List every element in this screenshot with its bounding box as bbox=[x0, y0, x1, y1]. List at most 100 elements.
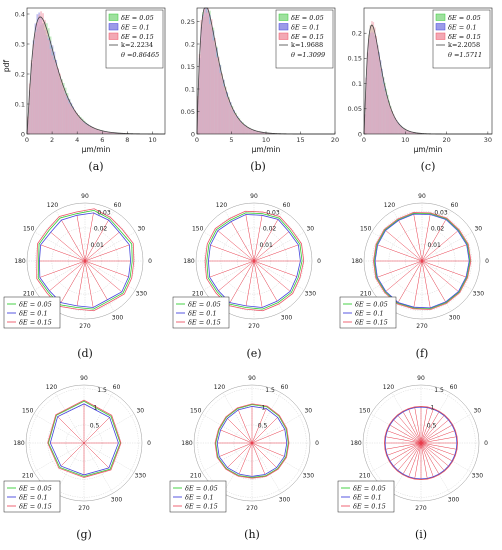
polar-outer-ring bbox=[26, 202, 144, 320]
histogram-bar bbox=[45, 29, 48, 135]
polar-spoke bbox=[385, 442, 422, 450]
radial-gridline bbox=[29, 388, 139, 498]
histogram-bar bbox=[49, 48, 52, 135]
legend-swatch bbox=[278, 32, 289, 40]
histogram-bar bbox=[90, 126, 93, 134]
histogram-bar bbox=[250, 129, 253, 134]
histogram-bar bbox=[210, 19, 213, 135]
radial-gridline bbox=[197, 388, 307, 498]
polar-spoke bbox=[253, 215, 263, 262]
x-tick-label: 0 bbox=[195, 136, 199, 144]
angle-tick-label: 120 bbox=[214, 384, 226, 391]
legend-entry: δE = 0.05 bbox=[353, 484, 386, 492]
polar-spoke bbox=[421, 214, 431, 262]
polar-spoke bbox=[253, 231, 290, 262]
angle-gridline bbox=[421, 260, 473, 291]
histogram-bar bbox=[365, 77, 367, 134]
angle-tick-label: 60 bbox=[113, 384, 121, 391]
angle-gridline bbox=[253, 260, 305, 291]
x-tick-label: 2 bbox=[50, 136, 54, 144]
polar-spoke bbox=[408, 442, 422, 477]
legend-box bbox=[339, 296, 397, 329]
angle-tick-label: 180 bbox=[13, 440, 25, 447]
radial-tick-label: 0.5 bbox=[258, 422, 268, 429]
histogram-bar bbox=[267, 132, 270, 134]
radial-tick-label: 0.01 bbox=[90, 242, 104, 249]
fit-k-label: k=2.2234 bbox=[121, 41, 153, 49]
legend-swatch bbox=[108, 13, 119, 21]
histogram-bar bbox=[269, 133, 272, 134]
radial-tick-label: 0.01 bbox=[259, 242, 273, 249]
angle-tick-label: 300 bbox=[449, 314, 461, 321]
angle-tick-label: 120 bbox=[384, 202, 396, 209]
polar-spoke bbox=[227, 442, 253, 468]
polar-spoke bbox=[387, 442, 422, 456]
angle-gridline bbox=[83, 413, 135, 444]
histogram-bar bbox=[381, 76, 383, 134]
panel-label: (e) bbox=[246, 347, 261, 360]
angle-tick-label: 30 bbox=[474, 226, 482, 233]
angle-tick-label: 90 bbox=[418, 193, 426, 200]
polar-spoke bbox=[84, 260, 108, 300]
y-tick-label: 0.1 bbox=[352, 80, 362, 88]
y-tick-label: 0 bbox=[191, 130, 195, 138]
histogram-bar bbox=[266, 132, 268, 134]
polar-spoke bbox=[420, 442, 440, 475]
histogram-bar bbox=[414, 132, 417, 134]
histogram-bar bbox=[400, 126, 402, 134]
fit-k-label: k=2.2058 bbox=[448, 41, 480, 49]
histogram-bar bbox=[366, 52, 369, 135]
histogram-bar bbox=[202, 16, 204, 135]
panel-label: (g) bbox=[76, 528, 92, 541]
polar-spoke bbox=[385, 436, 422, 444]
polar-spoke bbox=[421, 230, 459, 262]
histogram-bar bbox=[387, 100, 389, 134]
axes-box bbox=[363, 7, 493, 135]
histogram-bar bbox=[34, 31, 37, 135]
polar-series-line bbox=[49, 403, 119, 476]
polar-spoke bbox=[420, 442, 457, 450]
polar-series-line bbox=[383, 405, 459, 481]
histogram-bar bbox=[119, 133, 122, 134]
histogram-bar bbox=[89, 126, 91, 134]
histogram-bar bbox=[47, 40, 50, 135]
polar-series-line bbox=[216, 405, 288, 477]
histogram-bar bbox=[70, 106, 73, 134]
polar-spoke bbox=[397, 260, 423, 303]
polar-spoke bbox=[253, 260, 291, 292]
polar-spoke bbox=[40, 244, 86, 262]
histogram-bar bbox=[113, 132, 116, 134]
histogram-bar bbox=[38, 14, 41, 134]
panel-label: (d) bbox=[77, 347, 93, 360]
histogram-bar bbox=[100, 130, 103, 134]
angle-tick-label: 210 bbox=[190, 473, 202, 480]
radial-tick-label: 1.5 bbox=[97, 387, 107, 394]
histogram-bar bbox=[200, 19, 203, 135]
polar-panel-6: 03060901201501802102402703003300.511.5δE… bbox=[3, 375, 151, 541]
legend-entry: δE = 0.15 bbox=[188, 318, 221, 326]
histogram-bar bbox=[198, 54, 201, 134]
polar-spoke bbox=[245, 260, 255, 306]
polar-spoke bbox=[218, 260, 255, 292]
angle-gridline bbox=[251, 413, 303, 444]
angle-gridline bbox=[201, 442, 253, 473]
histogram-bar bbox=[40, 11, 43, 134]
polar-spoke bbox=[420, 436, 457, 444]
legend-entry: δE = 0.1 bbox=[188, 309, 217, 317]
polar-spoke bbox=[420, 407, 428, 444]
polar-spoke bbox=[377, 260, 423, 278]
histogram-bar bbox=[401, 127, 404, 134]
angle-gridline bbox=[253, 231, 305, 262]
histogram-bar bbox=[257, 131, 260, 134]
histogram-bar bbox=[253, 130, 256, 134]
histogram-bar bbox=[207, 8, 210, 134]
y-tick-label: 0.05 bbox=[348, 105, 362, 113]
angle-tick-label: 210 bbox=[192, 291, 204, 298]
polar-spoke bbox=[397, 442, 422, 471]
legend-entry: δE = 0.05 bbox=[355, 300, 388, 308]
legend-swatch bbox=[108, 23, 119, 31]
polar-spoke bbox=[76, 260, 86, 306]
polar-spoke bbox=[251, 429, 285, 444]
panel-label: (a) bbox=[88, 160, 103, 173]
